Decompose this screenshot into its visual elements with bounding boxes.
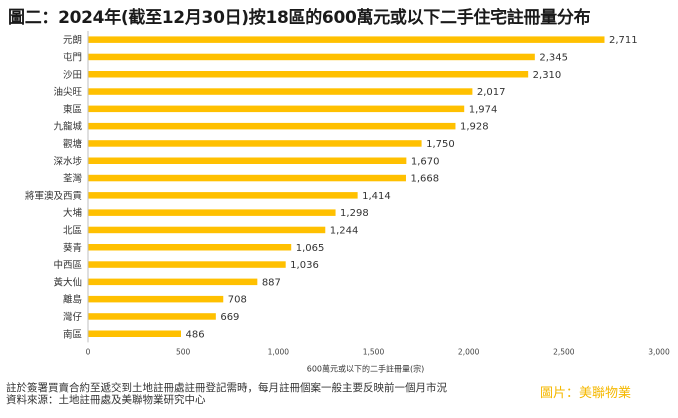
x-axis-label: 600萬元或以下的二手註冊量(宗) <box>307 363 425 373</box>
x-tick-label: 500 <box>176 347 191 356</box>
footer-line-2: 資料來源：土地註冊處及美聯物業研究中心 <box>6 394 206 406</box>
x-tick-label: 2,500 <box>553 347 575 356</box>
bar <box>88 174 406 182</box>
value-label: 2,310 <box>533 70 562 81</box>
category-label: 將軍澳及西貢 <box>25 190 83 202</box>
value-label: 1,414 <box>362 191 391 202</box>
bar <box>88 71 529 78</box>
bar <box>88 330 182 337</box>
category-label: 離島 <box>63 294 82 306</box>
x-tick-label: 1,000 <box>268 347 290 356</box>
label-layer: 元朗 2,711 屯門 2,345 沙田 2,310 油尖旺 2,017 東區 1,974 九龍城 1… <box>25 34 638 340</box>
x-tick-label: 0 <box>86 347 91 356</box>
bar-layer <box>88 36 605 337</box>
bar <box>88 140 422 147</box>
bar <box>88 295 224 303</box>
x-tick-label: 2,000 <box>458 347 480 356</box>
image-credit: 圖片：美聯物業 <box>540 386 632 401</box>
bar <box>88 105 465 113</box>
value-label: 2,345 <box>539 52 568 63</box>
x-tick-label: 1,500 <box>363 347 385 356</box>
category-label: 東區 <box>63 103 82 115</box>
value-label: 1,928 <box>460 122 489 133</box>
category-label: 深水埗 <box>53 155 82 167</box>
value-label: 669 <box>220 312 239 323</box>
category-label: 觀塘 <box>63 138 83 150</box>
footer-note: 註於簽署買賣合約至遞交到土地註冊處註冊登記需時，每月註冊個案一般主要反映前一個月… <box>6 382 447 406</box>
value-label: 1,036 <box>290 260 319 271</box>
bar <box>88 278 258 286</box>
value-label: 887 <box>262 277 281 288</box>
axis-layer: 0 500 1,000 1,500 2,000 2,500 3,000 <box>86 31 670 356</box>
bar <box>88 36 605 43</box>
bar <box>88 261 286 268</box>
category-label: 油尖旺 <box>53 86 82 98</box>
value-label: 1,670 <box>411 156 440 167</box>
category-label: 元朗 <box>63 34 82 46</box>
bar <box>88 244 292 251</box>
category-label: 九龍城 <box>53 121 82 133</box>
value-label: 1,298 <box>340 208 369 219</box>
category-label: 灣仔 <box>63 311 83 323</box>
value-label: 486 <box>186 329 205 340</box>
bar <box>88 226 326 234</box>
category-label: 黃大仙 <box>53 276 82 288</box>
category-label: 大埔 <box>63 207 83 219</box>
value-label: 2,017 <box>477 87 506 98</box>
category-label: 荃灣 <box>63 173 83 185</box>
bar <box>88 88 473 95</box>
category-label: 北區 <box>63 225 82 236</box>
bar <box>88 209 336 216</box>
value-label: 1,974 <box>469 104 498 115</box>
x-tick-label: 3,000 <box>648 347 670 356</box>
value-label: 1,668 <box>410 174 439 185</box>
value-label: 1,065 <box>296 243 325 254</box>
bar <box>88 313 216 320</box>
bar <box>88 192 358 199</box>
bar <box>88 53 535 61</box>
bar <box>88 122 456 130</box>
category-label: 沙田 <box>63 70 82 81</box>
category-label: 屯門 <box>63 51 82 63</box>
category-label: 南區 <box>63 328 82 340</box>
footer-line-1: 註於簽署買賣合約至遞交到土地註冊處註冊登記需時，每月註冊個案一般主要反映前一個月… <box>6 382 447 394</box>
value-label: 1,244 <box>330 225 359 236</box>
value-label: 708 <box>228 295 247 306</box>
category-label: 中西區 <box>53 259 82 271</box>
value-label: 2,711 <box>609 35 638 46</box>
category-label: 葵青 <box>63 242 82 254</box>
value-label: 1,750 <box>426 139 455 150</box>
bar <box>88 157 407 164</box>
chart-title: 圖二：2024年(截至12月30日)按18區的600萬元或以下二手住宅註冊量分布 <box>8 8 591 28</box>
